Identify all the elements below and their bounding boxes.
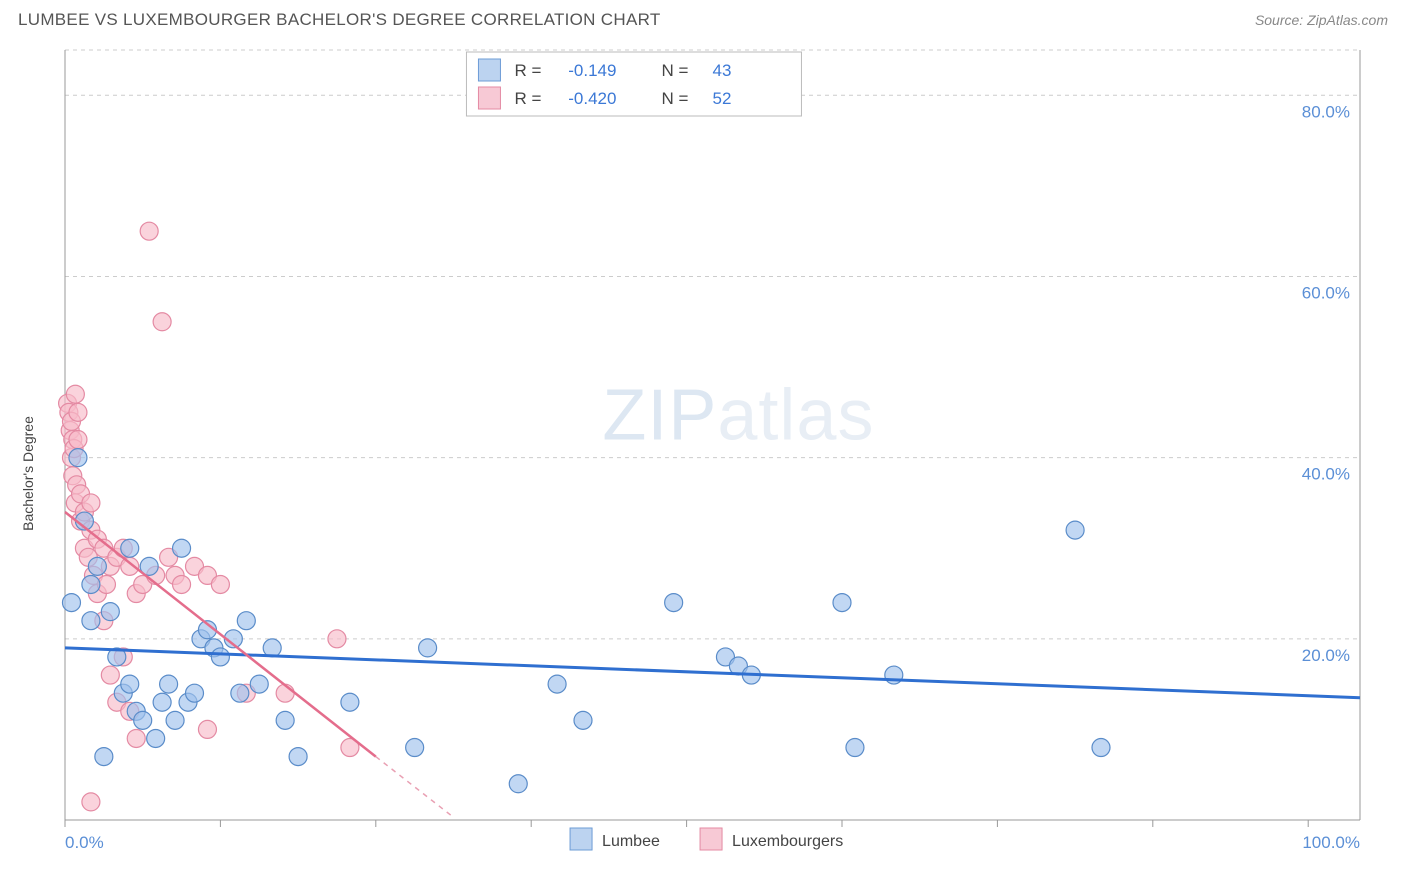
data-point bbox=[276, 684, 294, 702]
data-point bbox=[121, 539, 139, 557]
chart-header: LUMBEE VS LUXEMBOURGER BACHELOR'S DEGREE… bbox=[10, 10, 1396, 38]
data-point bbox=[1092, 739, 1110, 757]
data-point bbox=[66, 385, 84, 403]
data-point bbox=[166, 711, 184, 729]
data-point bbox=[121, 675, 139, 693]
trend-line-luxembourgers-extrapolated bbox=[376, 757, 454, 818]
data-point bbox=[147, 729, 165, 747]
data-point bbox=[127, 729, 145, 747]
x-tick-label: 0.0% bbox=[65, 833, 104, 852]
legend-label-lumbee: Lumbee bbox=[602, 833, 660, 850]
legend-n-label: N = bbox=[661, 89, 688, 108]
legend-r-label: R = bbox=[514, 61, 541, 80]
data-point bbox=[173, 575, 191, 593]
data-point bbox=[289, 748, 307, 766]
legend-swatch bbox=[700, 828, 722, 850]
legend-swatch bbox=[478, 87, 500, 109]
legend-n-value: 43 bbox=[713, 61, 732, 80]
data-point bbox=[69, 431, 87, 449]
data-point bbox=[328, 630, 346, 648]
data-point bbox=[173, 539, 191, 557]
data-point bbox=[211, 648, 229, 666]
data-point bbox=[509, 775, 527, 793]
legend-r-value: -0.420 bbox=[568, 89, 616, 108]
data-point bbox=[186, 684, 204, 702]
data-point bbox=[833, 594, 851, 612]
data-point bbox=[134, 711, 152, 729]
data-point bbox=[160, 675, 178, 693]
legend-swatch bbox=[570, 828, 592, 850]
y-tick-label: 80.0% bbox=[1302, 102, 1350, 121]
data-point bbox=[211, 575, 229, 593]
legend-n-value: 52 bbox=[713, 89, 732, 108]
data-point bbox=[101, 603, 119, 621]
data-point bbox=[198, 720, 216, 738]
correlation-chart: ZIPatlas 0.0% 100.0% 20.0% 40.0% 60.0% 80.0% Ba… bbox=[10, 38, 1396, 860]
data-point bbox=[140, 222, 158, 240]
y-axis-label: Bachelor's Degree bbox=[20, 416, 36, 531]
data-point bbox=[95, 748, 113, 766]
data-point bbox=[88, 557, 106, 575]
data-point bbox=[82, 612, 100, 630]
data-point bbox=[419, 639, 437, 657]
y-tick-label: 40.0% bbox=[1302, 465, 1350, 484]
data-point bbox=[153, 313, 171, 331]
data-point bbox=[69, 449, 87, 467]
data-point bbox=[406, 739, 424, 757]
legend-r-label: R = bbox=[514, 89, 541, 108]
chart-title: LUMBEE VS LUXEMBOURGER BACHELOR'S DEGREE… bbox=[18, 10, 661, 30]
data-point bbox=[82, 575, 100, 593]
data-point bbox=[62, 594, 80, 612]
data-point bbox=[101, 666, 119, 684]
data-point bbox=[250, 675, 268, 693]
watermark: ZIPatlas bbox=[602, 376, 874, 456]
y-tick-label: 20.0% bbox=[1302, 646, 1350, 665]
x-tick-label: 100.0% bbox=[1302, 833, 1360, 852]
legend-swatch bbox=[478, 59, 500, 81]
chart-svg: ZIPatlas 0.0% 100.0% 20.0% 40.0% 60.0% 80.0% Ba… bbox=[10, 38, 1396, 860]
data-point bbox=[82, 494, 100, 512]
legend-n-label: N = bbox=[661, 61, 688, 80]
data-point bbox=[153, 693, 171, 711]
data-point bbox=[665, 594, 683, 612]
data-point bbox=[276, 711, 294, 729]
data-point bbox=[1066, 521, 1084, 539]
data-point bbox=[548, 675, 566, 693]
data-point bbox=[574, 711, 592, 729]
data-point bbox=[231, 684, 249, 702]
data-point bbox=[237, 612, 255, 630]
legend-label-luxembourgers: Luxembourgers bbox=[732, 833, 843, 850]
data-point bbox=[341, 693, 359, 711]
data-point bbox=[69, 403, 87, 421]
chart-source: Source: ZipAtlas.com bbox=[1255, 12, 1388, 28]
legend-r-value: -0.149 bbox=[568, 61, 616, 80]
data-point bbox=[82, 793, 100, 811]
data-point bbox=[846, 739, 864, 757]
y-tick-label: 60.0% bbox=[1302, 283, 1350, 302]
